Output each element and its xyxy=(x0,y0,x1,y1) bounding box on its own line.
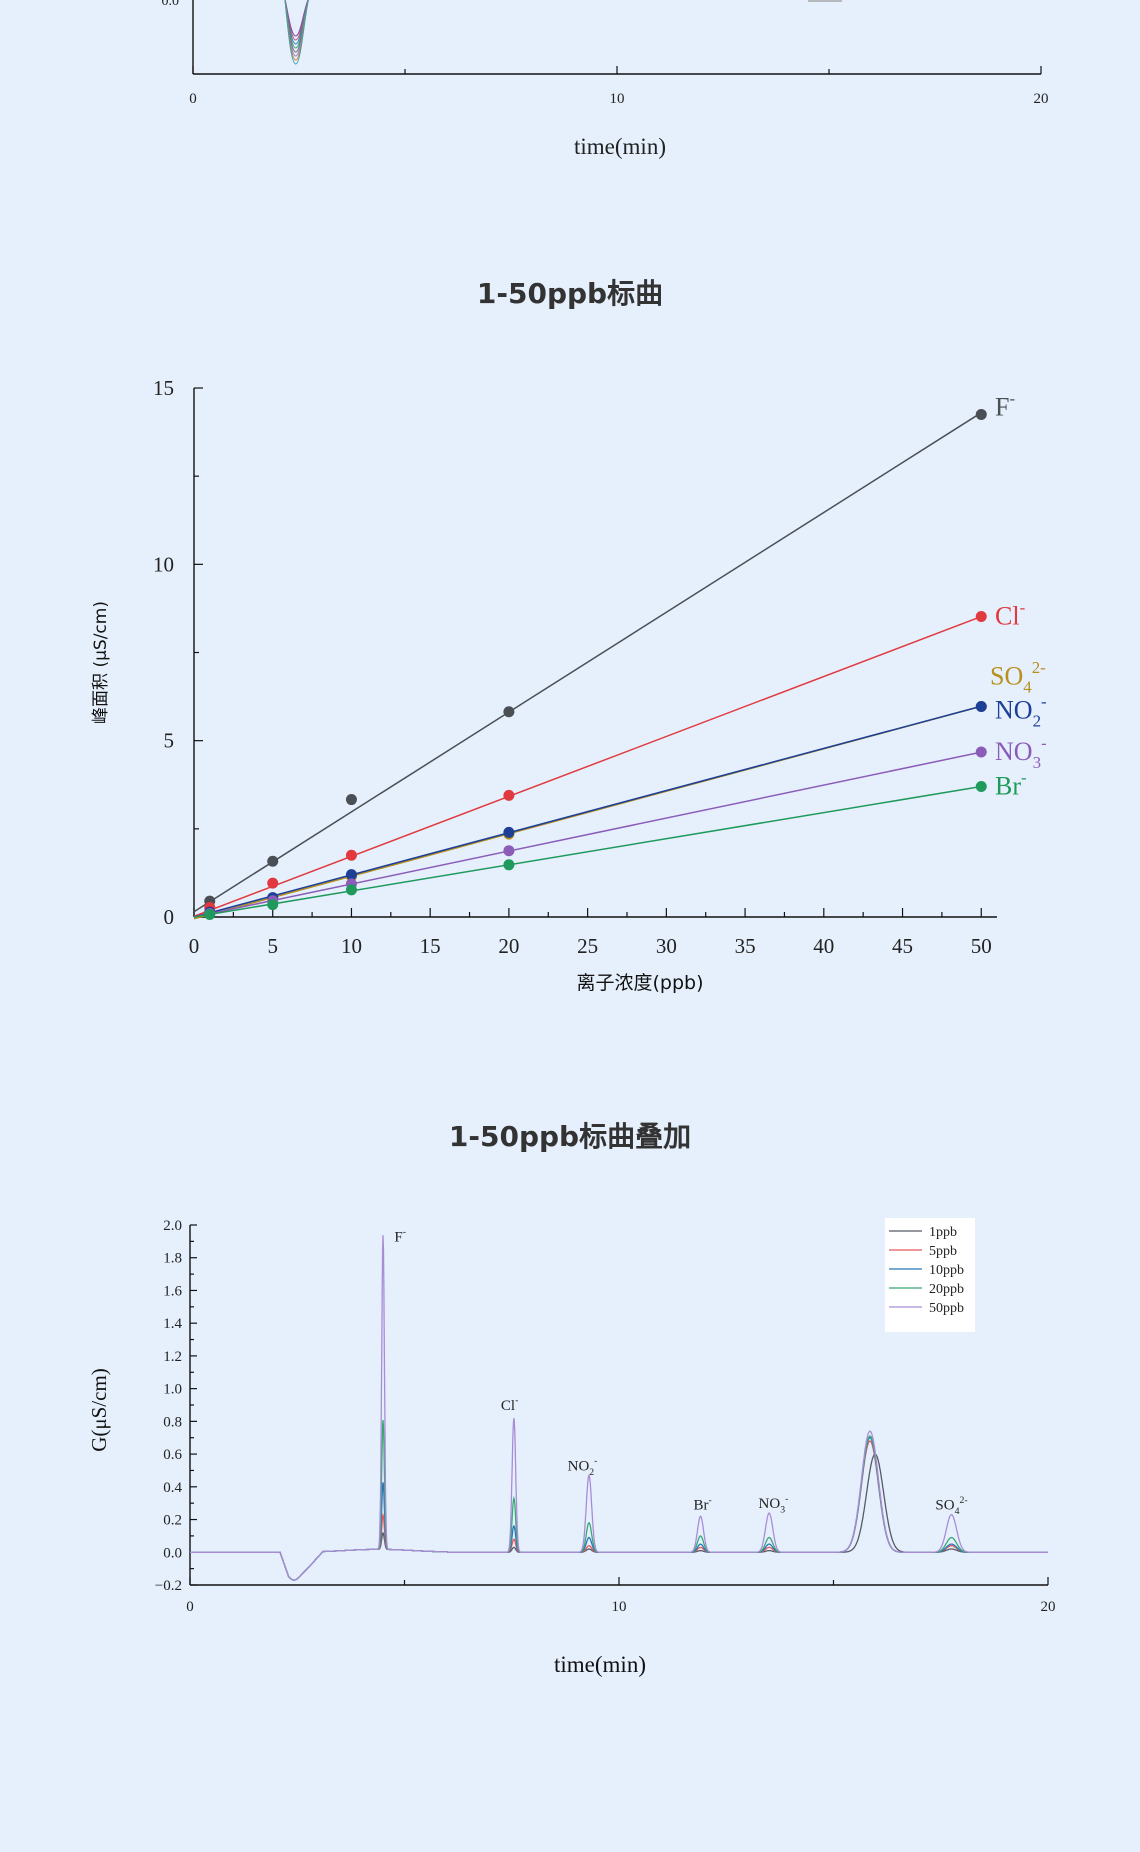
top-x-tick-label: 10 xyxy=(610,91,625,107)
overlay-x-tick-label: 20 xyxy=(1041,1599,1056,1615)
calibration-point xyxy=(975,781,987,793)
calibration-fit-line-0 xyxy=(193,412,982,913)
calibration-point xyxy=(975,611,987,623)
overlay-series-line-50ppb xyxy=(190,1235,1048,1581)
calibration-point xyxy=(345,794,357,806)
calibration-point xyxy=(975,408,987,420)
overlay-y-tick-label: 1.6 xyxy=(163,1283,182,1299)
top-dip-curve xyxy=(284,0,309,65)
calibration-point xyxy=(345,849,357,861)
overlay-peak-label: NO2- xyxy=(568,1456,598,1478)
calibration-series-label: Br- xyxy=(995,768,1027,801)
overlay-legend-label: 50ppb xyxy=(929,1301,964,1316)
calibration-point xyxy=(503,859,515,871)
top-x-tick-label: 20 xyxy=(1034,91,1049,107)
calibration-y-tick-label: 10 xyxy=(153,552,174,576)
calibration-point xyxy=(267,855,279,867)
overlay-legend: 1ppb 5ppb 10ppb 20ppb 50ppb xyxy=(885,1218,975,1332)
calibration-point xyxy=(267,899,279,911)
calibration-series-label: F- xyxy=(995,389,1015,422)
calibration-x-axis-title: 离子浓度(ppb) xyxy=(576,972,703,994)
overlay-series-line-5ppb xyxy=(190,1440,1048,1581)
overlay-y-axis-title: G(μS/cm) xyxy=(87,1368,111,1452)
calibration-series-label: NO3- xyxy=(995,733,1047,772)
calibration-point xyxy=(975,746,987,758)
calibration-x-tick-label: 35 xyxy=(735,934,756,958)
overlay-y-tick-label: 1.2 xyxy=(163,1349,182,1365)
overlay-legend-label: 5ppb xyxy=(929,1244,957,1259)
top-y-tick-label: 0.0 xyxy=(162,0,180,9)
overlay-title: 1-50ppb标曲叠加 xyxy=(448,1120,692,1153)
calibration-point xyxy=(267,877,279,889)
overlay-peak-label: Cl- xyxy=(501,1395,518,1414)
calibration-x-tick-label: 45 xyxy=(892,934,913,958)
calibration-x-tick-label: 50 xyxy=(971,934,992,958)
overlay-y-tick-label: 0.8 xyxy=(163,1414,182,1430)
overlay-series-line-10ppb xyxy=(190,1436,1048,1581)
overlay-y-tick-label: −0.2 xyxy=(155,1578,182,1594)
calibration-point xyxy=(503,789,515,801)
overlay-peak-label: NO3- xyxy=(759,1493,789,1515)
calibration-point xyxy=(204,909,216,921)
overlay-legend-label: 1ppb xyxy=(929,1225,957,1240)
calibration-series-label: NO2- xyxy=(995,692,1047,731)
overlay-series-line-1ppb xyxy=(190,1453,1048,1581)
top-chromatogram-chart: 0.0 0 10 20 xyxy=(162,0,1049,107)
overlay-chromatogram-chart: −0.2 0.0 0.2 0.4 0.6 0.8 1.0 1.2 1.4 1.6 1.8 2.0 0 10… xyxy=(87,1218,1056,1677)
overlay-peak-label: F- xyxy=(394,1227,406,1246)
overlay-y-tick-label: 1.4 xyxy=(163,1316,182,1332)
overlay-y-tick-label: 0.6 xyxy=(163,1447,182,1463)
calibration-x-tick-label: 5 xyxy=(267,934,278,958)
calibration-fit-line-1 xyxy=(193,615,982,917)
calibration-x-tick-label: 20 xyxy=(498,934,519,958)
overlay-y-tick-label: 1.0 xyxy=(163,1382,182,1398)
calibration-point xyxy=(503,845,515,857)
overlay-peak-label: Br- xyxy=(694,1495,712,1514)
overlay-x-tick-label: 10 xyxy=(612,1599,627,1615)
top-x-tick-label: 0 xyxy=(189,91,197,107)
overlay-y-tick-label: 0.0 xyxy=(163,1545,182,1561)
overlay-x-axis-title: time(min) xyxy=(554,1652,646,1677)
calibration-series-label: SO42- xyxy=(990,658,1046,697)
calibration-point xyxy=(345,884,357,896)
overlay-y-tick-label: 2.0 xyxy=(163,1218,182,1234)
calibration-fit-line-3 xyxy=(193,705,982,918)
calibration-y-tick-label: 0 xyxy=(164,905,175,929)
calibration-x-tick-label: 15 xyxy=(420,934,441,958)
overlay-legend-label: 10ppb xyxy=(929,1263,964,1278)
overlay-x-tick-label: 0 xyxy=(186,1599,194,1615)
calibration-series-label: Cl- xyxy=(995,598,1026,631)
calibration-fit-line-4 xyxy=(193,751,982,918)
top-chart-xlabel: time(min) xyxy=(574,134,666,159)
calibration-x-tick-label: 30 xyxy=(656,934,677,958)
calibration-chart: 0 5 10 15 0 5 10 15 20 25 30 35 40 45 50 离子浓度(ppb) 峰面积 (… xyxy=(91,376,1047,994)
calibration-x-tick-label: 0 xyxy=(189,934,200,958)
overlay-peak-label: SO42- xyxy=(935,1495,967,1517)
calibration-point xyxy=(345,869,357,881)
calibration-point xyxy=(503,826,515,838)
overlay-y-tick-label: 0.2 xyxy=(163,1513,182,1529)
top-chart-section: 0.0 0 10 20 time(min) xyxy=(0,0,1140,180)
calibration-fit-line-5 xyxy=(193,785,982,918)
calibration-x-tick-label: 10 xyxy=(341,934,362,958)
calibration-point xyxy=(503,706,515,718)
overlay-legend-label: 20ppb xyxy=(929,1282,964,1297)
calibration-x-tick-label: 25 xyxy=(577,934,598,958)
overlay-y-tick-label: 1.8 xyxy=(163,1251,182,1267)
calibration-point xyxy=(975,700,987,712)
calibration-y-tick-label: 15 xyxy=(153,376,174,400)
overlay-y-tick-label: 0.4 xyxy=(163,1480,182,1496)
calibration-y-axis-title: 峰面积 (μS/cm) xyxy=(91,601,111,724)
calibration-x-tick-label: 40 xyxy=(813,934,834,958)
calibration-y-tick-label: 5 xyxy=(164,729,175,753)
overlay-legend-box xyxy=(885,1218,975,1332)
calibration-title: 1-50ppb标曲 xyxy=(476,277,664,310)
